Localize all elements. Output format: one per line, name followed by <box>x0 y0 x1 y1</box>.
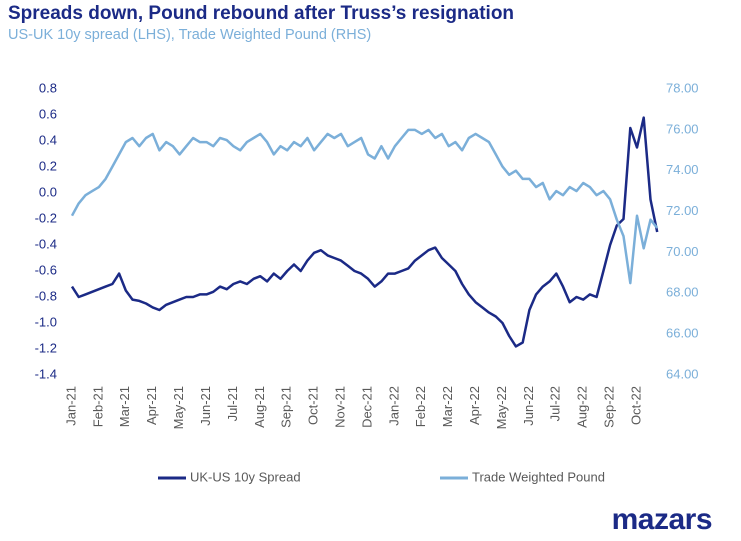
y2-tick-label: 78.00 <box>666 80 699 95</box>
y-tick-label: -0.6 <box>35 262 57 277</box>
x-tick-label: Feb-22 <box>413 386 428 427</box>
x-tick-label: Jan-21 <box>63 386 78 426</box>
x-tick-label: Aug-21 <box>252 386 267 428</box>
y2-tick-label: 70.00 <box>666 244 699 259</box>
y-tick-label: -1.0 <box>35 314 57 329</box>
y-tick-label: 0.2 <box>39 158 57 173</box>
y2-tick-label: 74.00 <box>666 162 699 177</box>
y-tick-label: -0.2 <box>35 210 57 225</box>
series-line <box>70 128 659 285</box>
y2-tick-label: 72.00 <box>666 203 699 218</box>
x-tick-label: Jul-21 <box>225 386 240 421</box>
x-tick-label: May-21 <box>171 386 186 429</box>
x-tick-label: Jul-22 <box>548 386 563 421</box>
chart-subtitle: US-UK 10y spread (LHS), Trade Weighted P… <box>8 27 371 43</box>
x-tick-label: Nov-21 <box>332 386 347 428</box>
x-tick-label: Aug-22 <box>575 386 590 428</box>
x-tick-label: Sep-21 <box>279 386 294 428</box>
y-tick-label: -0.4 <box>35 236 57 251</box>
x-tick-label: Mar-21 <box>117 386 132 427</box>
legend-label: Trade Weighted Pound <box>472 469 605 484</box>
x-tick-label: Oct-21 <box>306 386 321 425</box>
x-tick-label: Mar-22 <box>440 386 455 427</box>
series-line <box>70 116 659 348</box>
x-tick-label: Apr-21 <box>144 386 159 425</box>
x-tick-label: Oct-22 <box>628 386 643 425</box>
y2-tick-label: 68.00 <box>666 285 699 300</box>
y-tick-label: -0.8 <box>35 288 57 303</box>
x-tick-label: Feb-21 <box>90 386 105 427</box>
logo: mazars <box>612 503 712 536</box>
y2-tick-label: 76.00 <box>666 121 699 136</box>
x-tick-label: Jun-22 <box>521 386 536 426</box>
y-tick-label: 0.8 <box>39 80 57 95</box>
y2-tick-label: 64.00 <box>666 366 699 381</box>
x-tick-label: Sep-22 <box>602 386 617 428</box>
x-tick-label: Jun-21 <box>198 386 213 426</box>
x-tick-label: Apr-22 <box>467 386 482 425</box>
x-tick-label: Jan-22 <box>386 386 401 426</box>
y-tick-label: 0.6 <box>39 106 57 121</box>
y-tick-label: -1.2 <box>35 340 57 355</box>
legend-label: UK-US 10y Spread <box>190 469 301 484</box>
y-tick-label: -1.4 <box>35 366 57 381</box>
y-tick-label: 0.0 <box>39 184 57 199</box>
chart-title: Spreads down, Pound rebound after Truss’… <box>8 3 514 24</box>
x-tick-label: May-22 <box>494 386 509 429</box>
x-tick-label: Dec-21 <box>359 386 374 428</box>
y2-tick-label: 66.00 <box>666 326 699 341</box>
y-tick-label: 0.4 <box>39 132 57 147</box>
